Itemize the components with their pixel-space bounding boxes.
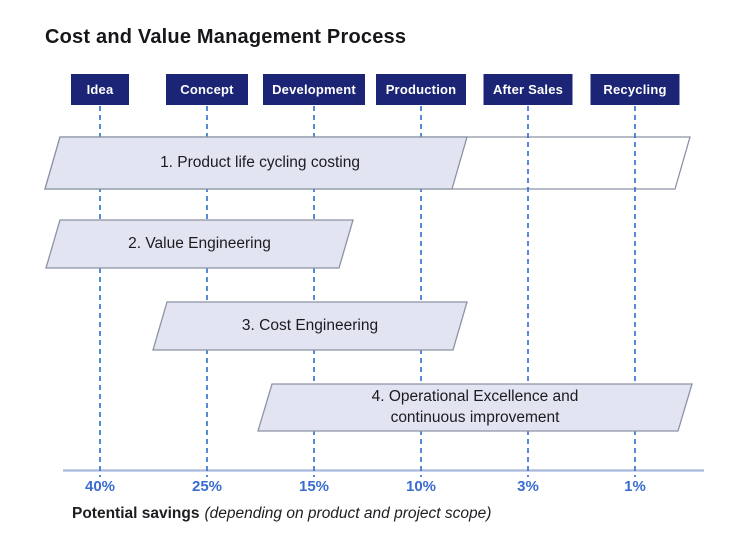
axis-tick-3pct: 3% [517, 478, 539, 495]
stage-box-idea: Idea [71, 74, 129, 105]
axis-caption-bold: Potential savings [72, 505, 200, 522]
axis-tick-15pct: 15% [298, 478, 330, 495]
stage-box-development: Development [263, 74, 365, 105]
page-title: Cost and Value Management Process [45, 26, 407, 48]
band-2-shape [45, 219, 354, 269]
band-4-shape [257, 383, 693, 432]
axis-tick-1pct: 1% [624, 478, 646, 495]
stage-box-production: Production [376, 74, 466, 105]
band-1-filled-shape [44, 136, 468, 190]
stage-box-concept: Concept [166, 74, 248, 105]
band-3-shape [152, 301, 468, 351]
axis-tick-25pct: 25% [191, 478, 223, 495]
band-label-operational-excellence: 4. Operational Excellence and continuous… [371, 387, 579, 426]
axis-tick-40pct: 40% [84, 478, 116, 495]
stage-box-after-sales: After Sales [483, 74, 573, 105]
axis-caption-italic: (depending on product and project scope) [204, 505, 492, 522]
stage-box-recycling: Recycling [590, 74, 680, 105]
axis-tick-10pct: 10% [405, 478, 437, 495]
axis-caption: Potential savings (depending on product a… [72, 505, 491, 523]
band-label-product-life-cycling-costing: 1. Product life cycling costing [160, 153, 360, 171]
band-label-cost-engineering: 3. Cost Engineering [241, 316, 379, 334]
band-label-value-engineering: 2. Value Engineering [128, 234, 271, 252]
